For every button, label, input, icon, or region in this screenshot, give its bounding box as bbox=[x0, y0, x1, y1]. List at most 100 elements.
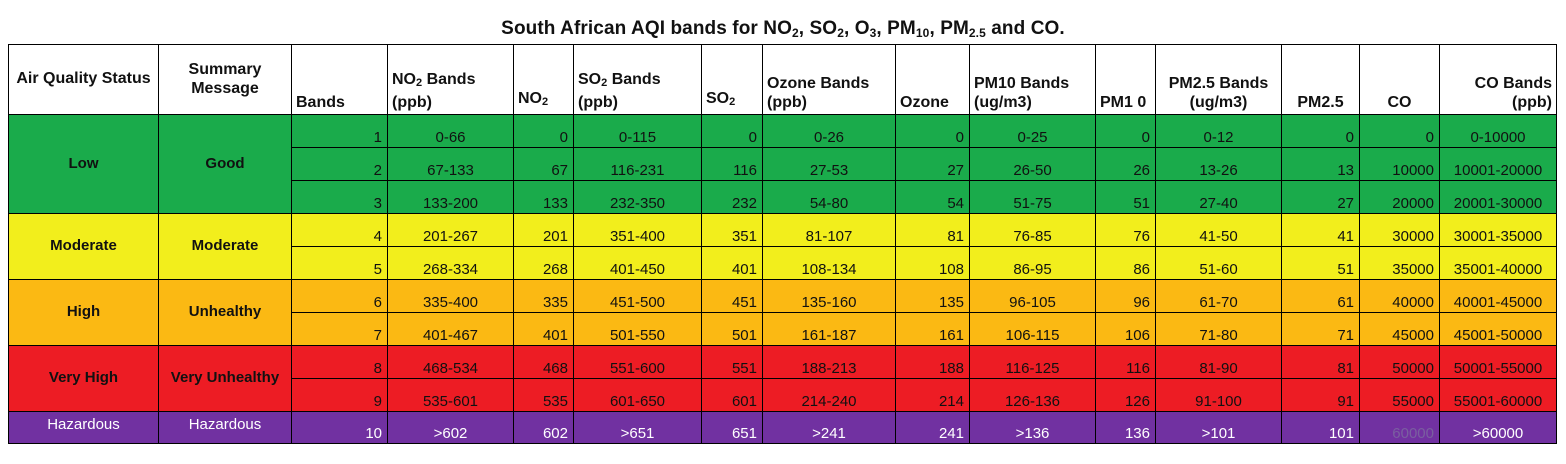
status-cell: Hazardous bbox=[8, 411, 159, 444]
ozone-value-cell: 0 bbox=[895, 114, 970, 148]
band-number-cell: 8 bbox=[291, 345, 388, 379]
header-co: CO bbox=[1359, 44, 1440, 115]
pm10-band-cell: 26-50 bbox=[969, 147, 1096, 181]
pm10-band-cell: 96-105 bbox=[969, 279, 1096, 313]
pm25-band-cell: 41-50 bbox=[1155, 213, 1282, 247]
ozone-value-cell: 188 bbox=[895, 345, 970, 379]
table-row: Moderate Moderate 4 201-267 201 351-400 351 81-… bbox=[8, 213, 1557, 280]
table-row: Hazardous Hazardous 10 >602 602 >651 651 >241 24… bbox=[8, 411, 1557, 444]
table-row: Very High Very Unhealthy 8 468-534 468 551-60… bbox=[8, 345, 1557, 412]
pm10-band-cell: >136 bbox=[969, 411, 1096, 444]
summary-cell: Unhealthy bbox=[158, 279, 292, 346]
status-cell: Very High bbox=[8, 345, 159, 412]
header-ozone-bands: Ozone Bands (ppb) bbox=[762, 44, 896, 115]
ozone-value-cell: 81 bbox=[895, 213, 970, 247]
band-number-cell: 5 bbox=[291, 246, 388, 280]
ozone-band-cell: 188-213 bbox=[762, 345, 896, 379]
ozone-band-cell: 0-26 bbox=[762, 114, 896, 148]
so2-band-cell: 232-350 bbox=[573, 180, 702, 214]
header-row: Air Quality Status Summary Message Bands… bbox=[8, 44, 1557, 115]
pm25-band-cell: 13-26 bbox=[1155, 147, 1282, 181]
pm25-band-cell: 61-70 bbox=[1155, 279, 1282, 313]
pm25-value-cell: 0 bbox=[1281, 114, 1360, 148]
pm25-value-cell: 51 bbox=[1281, 246, 1360, 280]
co-value-cell: 55000 bbox=[1359, 378, 1440, 412]
pm25-value-cell: 71 bbox=[1281, 312, 1360, 346]
pm10-value-cell: 116 bbox=[1095, 345, 1156, 379]
co-value-cell: 40000 bbox=[1359, 279, 1440, 313]
pm25-band-cell: >101 bbox=[1155, 411, 1282, 444]
co-band-cell: 0-10000 bbox=[1439, 114, 1557, 148]
status-cell: Low bbox=[8, 114, 159, 214]
summary-cell: Moderate bbox=[158, 213, 292, 280]
header-pm10-bands: PM10 Bands (ug/m3) bbox=[969, 44, 1096, 115]
pm25-band-cell: 0-12 bbox=[1155, 114, 1282, 148]
header-no2: NO2 bbox=[513, 44, 574, 115]
no2-value-cell: 602 bbox=[513, 411, 574, 444]
pm10-value-cell: 96 bbox=[1095, 279, 1156, 313]
so2-value-cell: 232 bbox=[701, 180, 763, 214]
summary-cell: Hazardous bbox=[158, 411, 292, 444]
pm10-band-cell: 106-115 bbox=[969, 312, 1096, 346]
ozone-band-cell: 108-134 bbox=[762, 246, 896, 280]
co-band-cell: 40001-45000 bbox=[1439, 279, 1557, 313]
no2-value-cell: 0 bbox=[513, 114, 574, 148]
no2-value-cell: 535 bbox=[513, 378, 574, 412]
pm25-band-cell: 27-40 bbox=[1155, 180, 1282, 214]
band-number-cell: 7 bbox=[291, 312, 388, 346]
header-status: Air Quality Status bbox=[8, 44, 159, 115]
pm10-band-cell: 86-95 bbox=[969, 246, 1096, 280]
band-number-cell: 4 bbox=[291, 213, 388, 247]
pm10-band-cell: 76-85 bbox=[969, 213, 1096, 247]
pm10-value-cell: 76 bbox=[1095, 213, 1156, 247]
band-number-cell: 10 bbox=[291, 411, 388, 444]
pm10-value-cell: 26 bbox=[1095, 147, 1156, 181]
so2-band-cell: 451-500 bbox=[573, 279, 702, 313]
header-pm25: PM2.5 bbox=[1281, 44, 1360, 115]
pm25-value-cell: 27 bbox=[1281, 180, 1360, 214]
status-cell: Moderate bbox=[8, 213, 159, 280]
pm10-value-cell: 86 bbox=[1095, 246, 1156, 280]
band-number-cell: 2 bbox=[291, 147, 388, 181]
so2-value-cell: 651 bbox=[701, 411, 763, 444]
band-number-cell: 9 bbox=[291, 378, 388, 412]
so2-band-cell: >651 bbox=[573, 411, 702, 444]
co-value-cell: 45000 bbox=[1359, 312, 1440, 346]
no2-value-cell: 201 bbox=[513, 213, 574, 247]
header-no2-bands: NO2 Bands (ppb) bbox=[387, 44, 514, 115]
co-band-cell: 55001-60000 bbox=[1439, 378, 1557, 412]
pm10-band-cell: 126-136 bbox=[969, 378, 1096, 412]
co-value-cell: 10000 bbox=[1359, 147, 1440, 181]
so2-band-cell: 351-400 bbox=[573, 213, 702, 247]
so2-value-cell: 601 bbox=[701, 378, 763, 412]
table-row: High Unhealthy 6 335-400 335 451-500 451 135-16… bbox=[8, 279, 1557, 346]
no2-band-cell: 67-133 bbox=[387, 147, 514, 181]
co-band-cell: >60000 bbox=[1439, 411, 1557, 444]
table-title: South African AQI bands for NO2, SO2, O3… bbox=[501, 18, 1065, 40]
no2-band-cell: 133-200 bbox=[387, 180, 514, 214]
header-pm25-bands: PM2.5 Bands (ug/m3) bbox=[1155, 44, 1282, 115]
so2-value-cell: 351 bbox=[701, 213, 763, 247]
ozone-value-cell: 214 bbox=[895, 378, 970, 412]
co-band-cell: 20001-30000 bbox=[1439, 180, 1557, 214]
no2-band-cell: 335-400 bbox=[387, 279, 514, 313]
so2-value-cell: 116 bbox=[701, 147, 763, 181]
co-value-cell: 20000 bbox=[1359, 180, 1440, 214]
pm25-value-cell: 101 bbox=[1281, 411, 1360, 444]
ozone-band-cell: 81-107 bbox=[762, 213, 896, 247]
so2-band-cell: 601-650 bbox=[573, 378, 702, 412]
so2-value-cell: 401 bbox=[701, 246, 763, 280]
co-band-cell: 30001-35000 bbox=[1439, 213, 1557, 247]
no2-band-cell: 401-467 bbox=[387, 312, 514, 346]
pm10-band-cell: 116-125 bbox=[969, 345, 1096, 379]
ozone-value-cell: 54 bbox=[895, 180, 970, 214]
co-value-cell: 60000 bbox=[1359, 411, 1440, 444]
pm10-value-cell: 0 bbox=[1095, 114, 1156, 148]
co-band-cell: 50001-55000 bbox=[1439, 345, 1557, 379]
co-value-cell: 50000 bbox=[1359, 345, 1440, 379]
so2-value-cell: 0 bbox=[701, 114, 763, 148]
no2-value-cell: 67 bbox=[513, 147, 574, 181]
summary-cell: Very Unhealthy bbox=[158, 345, 292, 412]
so2-band-cell: 551-600 bbox=[573, 345, 702, 379]
so2-band-cell: 0-115 bbox=[573, 114, 702, 148]
